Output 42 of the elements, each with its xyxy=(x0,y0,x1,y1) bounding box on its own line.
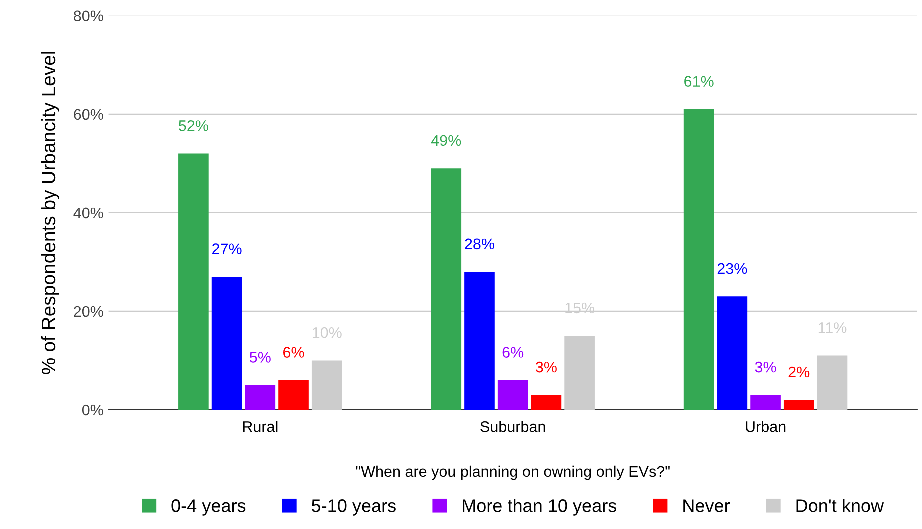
bar xyxy=(498,380,528,410)
bar xyxy=(312,360,342,410)
x-axis-title: "When are you planning on owning only EVs?" xyxy=(356,466,670,480)
data-label: 2% xyxy=(788,366,810,378)
bar xyxy=(212,276,242,410)
x-tick-label: Urban xyxy=(746,421,786,432)
bar xyxy=(245,385,276,410)
bar xyxy=(431,168,462,410)
bar xyxy=(531,395,562,410)
bar xyxy=(564,336,595,410)
bar xyxy=(464,272,495,410)
data-label: 23% xyxy=(718,263,748,274)
y-axis-title: % of Respondents by Urbancity Level xyxy=(41,52,60,374)
data-label: 61% xyxy=(684,76,714,88)
y-tick-label: 60% xyxy=(74,109,104,120)
data-label: 5% xyxy=(250,352,271,363)
y-tick-label: 0% xyxy=(82,404,104,416)
y-tick-label: 80% xyxy=(74,10,104,22)
y-tick-label: 20% xyxy=(74,306,104,318)
data-label: 27% xyxy=(212,244,242,254)
data-label: 3% xyxy=(536,362,557,373)
data-label: 3% xyxy=(755,362,776,373)
legend-label: More than 10 years xyxy=(463,499,616,516)
bar xyxy=(784,400,814,410)
legend-label: Never xyxy=(684,500,730,512)
x-tick-label: Suburban xyxy=(480,421,546,432)
data-label: 6% xyxy=(283,347,304,358)
data-label: 6% xyxy=(502,347,524,358)
y-tick-label: 40% xyxy=(74,208,104,219)
bar xyxy=(278,380,309,410)
bar xyxy=(178,154,209,410)
bar xyxy=(684,109,714,410)
bar xyxy=(717,296,748,410)
data-label: 52% xyxy=(179,120,208,132)
data-label: 28% xyxy=(465,238,494,250)
data-label: 49% xyxy=(431,135,462,146)
legend-label: Don't know xyxy=(796,499,884,512)
x-tick-label: Rural xyxy=(243,421,278,432)
legend-label: 0-4 years xyxy=(172,500,246,516)
bar xyxy=(817,356,848,410)
legend-label: 5-10 years xyxy=(312,500,396,516)
bar xyxy=(750,395,781,410)
